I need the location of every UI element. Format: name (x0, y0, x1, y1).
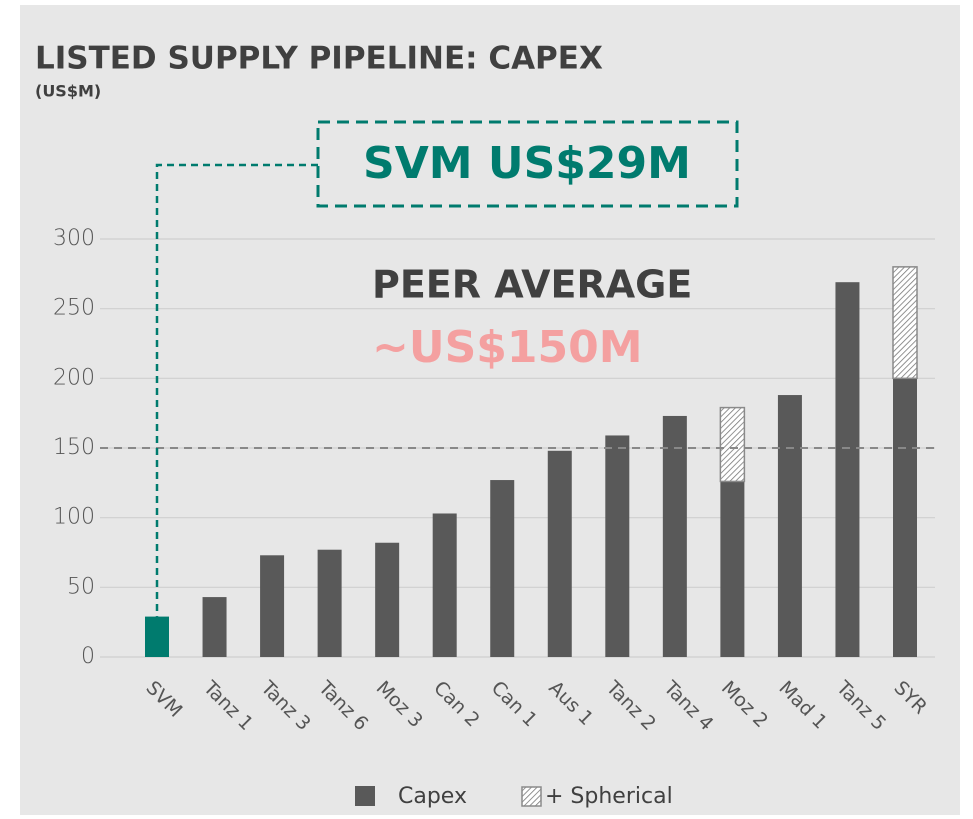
capex-bar (777, 395, 802, 657)
capex-bar (145, 616, 169, 657)
capex-bar (490, 480, 515, 657)
capex-bar (893, 378, 917, 657)
average-label: ~US$150M (372, 322, 643, 373)
capex-bar (720, 481, 745, 657)
y-tick-label: 0 (81, 644, 95, 669)
legend-swatch (521, 786, 542, 807)
legend-label: Capex (398, 784, 467, 809)
y-tick-label: 300 (53, 226, 95, 251)
capex-bar (260, 555, 285, 657)
chart-title: LISTED SUPPLY PIPELINE: CAPEX (35, 41, 603, 77)
y-tick-label: 200 (53, 365, 95, 390)
capex-bar (317, 549, 342, 657)
y-tick-label: 150 (53, 435, 95, 460)
capex-bar (547, 450, 572, 657)
legend-swatch (355, 786, 375, 806)
legend-label: + Spherical (545, 784, 673, 809)
capex-bar (202, 597, 227, 657)
average-title: PEER AVERAGE (372, 263, 692, 307)
spherical-bar (892, 266, 918, 380)
capex-bar (835, 282, 860, 657)
y-tick-label: 250 (53, 296, 95, 321)
capex-bar (432, 513, 457, 657)
callout-box (316, 120, 739, 208)
y-tick-label: 50 (67, 574, 95, 599)
chart-subtitle: (US$M) (35, 82, 101, 101)
capex-bar (605, 435, 630, 657)
spherical-bar (719, 406, 746, 483)
capex-bar (375, 542, 400, 657)
y-tick-label: 100 (53, 505, 95, 530)
callout-text: SVM US$29M (363, 138, 691, 189)
callout-leader (155, 163, 318, 617)
capex-bar (662, 415, 687, 657)
